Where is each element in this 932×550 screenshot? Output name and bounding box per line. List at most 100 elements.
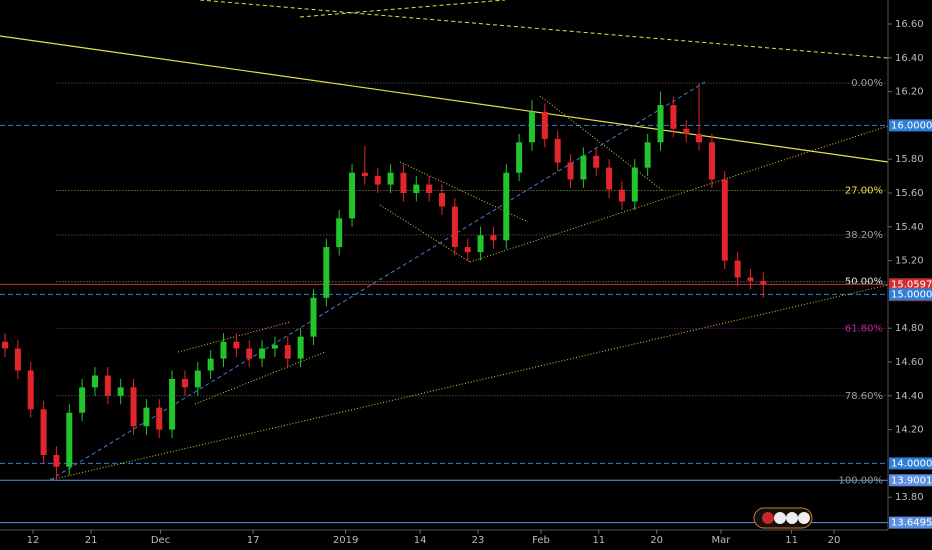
candle-body — [734, 260, 741, 278]
price-box: 15.00000 — [889, 288, 932, 301]
trend-line — [469, 125, 889, 263]
price-box-label: 15.05970 — [891, 279, 932, 290]
candle-body — [696, 133, 703, 143]
fib-label: 27.00% — [845, 185, 883, 196]
candle-body — [374, 176, 381, 185]
price-box-label: 15.00000 — [891, 289, 932, 300]
x-tick-label: 17 — [247, 535, 260, 546]
x-tick-label: 2019 — [333, 535, 358, 546]
candle-body — [760, 280, 767, 285]
candle-body — [387, 172, 394, 185]
price-box: 13.64952 — [889, 516, 932, 529]
candle-body — [349, 172, 356, 219]
candle-body — [156, 407, 163, 430]
candle-body — [721, 179, 728, 261]
candle-body — [27, 370, 34, 410]
candle-body — [117, 387, 124, 396]
y-tick-label: 15.80 — [895, 154, 924, 165]
candle-body — [644, 142, 651, 168]
x-tick-label: 14 — [414, 535, 427, 546]
x-tick-label: 20 — [828, 535, 841, 546]
fib-label: 78.60% — [845, 391, 883, 402]
x-tick-label: 11 — [592, 535, 605, 546]
price-box-bg — [889, 457, 932, 470]
x-tick-label: Dec — [151, 535, 170, 546]
x-tick-label: 23 — [472, 535, 485, 546]
price-box-label: 14.00000 — [891, 458, 932, 469]
candle-body — [14, 348, 21, 371]
badge — [753, 507, 813, 529]
x-tick-label: 11 — [785, 535, 798, 546]
candles — [2, 83, 767, 481]
x-tick-label: 21 — [85, 535, 98, 546]
candle-body — [336, 218, 343, 248]
badge-icon — [786, 512, 798, 524]
price-box-label: 13.90010 — [891, 475, 932, 486]
x-tick-label: Feb — [532, 535, 550, 546]
candle-body — [2, 341, 9, 349]
y-tick-label: 16.40 — [895, 53, 924, 64]
candle-body — [683, 128, 690, 134]
candle-body — [169, 378, 176, 430]
y-tick-label: 15.60 — [895, 188, 924, 199]
price-box-bg — [889, 474, 932, 487]
candle-body — [503, 172, 510, 241]
candle-body — [657, 105, 664, 143]
price-box-bg — [889, 119, 932, 132]
candle-body — [593, 155, 600, 168]
price-box-bg — [889, 278, 932, 291]
fib-label: 100.00% — [839, 475, 884, 486]
candle-body — [361, 172, 368, 177]
fib-label: 38.20% — [845, 230, 883, 241]
candle-body — [670, 105, 677, 129]
trend-line — [0, 35, 889, 163]
x-tick-label: 20 — [650, 535, 663, 546]
candle-body — [310, 297, 317, 337]
candle-body — [580, 155, 587, 180]
candle-body — [53, 454, 60, 467]
y-tick-label: 15.40 — [895, 222, 924, 233]
fib-label: 0.00% — [851, 78, 883, 89]
trend-line — [299, 0, 506, 18]
axes: 16.60 16.40 16.20 15.80 15.60 15.40 15.20 14.80… — [27, 19, 932, 546]
x-tick-label: 12 — [27, 535, 40, 546]
candle-body — [618, 189, 625, 202]
trend-line — [199, 0, 889, 59]
badge-icon — [774, 512, 786, 524]
price-lines — [0, 124, 888, 524]
candle-body — [181, 378, 188, 388]
candle-body — [246, 348, 253, 359]
fib-label: 50.00% — [845, 277, 883, 288]
candle-body — [708, 142, 715, 180]
candle-body — [567, 162, 574, 180]
y-tick-label: 15.20 — [895, 256, 924, 267]
candle-body — [631, 167, 638, 202]
candle-body — [259, 348, 266, 359]
candle-body — [297, 336, 304, 359]
candle-body — [477, 235, 484, 253]
candle-body — [541, 111, 548, 139]
price-box-bg — [889, 288, 932, 301]
candle-body — [66, 412, 73, 467]
y-tick-label: 16.20 — [895, 87, 924, 98]
badge-icon — [798, 512, 810, 524]
candle-body — [284, 345, 291, 359]
price-box: 16.00000 — [889, 119, 932, 132]
candle-body — [490, 235, 497, 241]
y-tick-label: 14.80 — [895, 323, 924, 334]
y-tick-label: 14.60 — [895, 357, 924, 368]
price-box: 13.90010 — [889, 474, 932, 487]
candle-body — [194, 370, 201, 388]
candle-body — [91, 375, 98, 388]
candle-body — [104, 375, 111, 396]
candle-body — [79, 387, 86, 413]
candle-body — [271, 345, 278, 349]
candle-body — [554, 138, 561, 163]
candle-body — [207, 358, 214, 371]
y-tick-label: 16.60 — [895, 19, 924, 30]
price-box-label: 13.64952 — [891, 518, 932, 529]
candle-body — [606, 167, 613, 190]
candle-body — [143, 407, 150, 427]
